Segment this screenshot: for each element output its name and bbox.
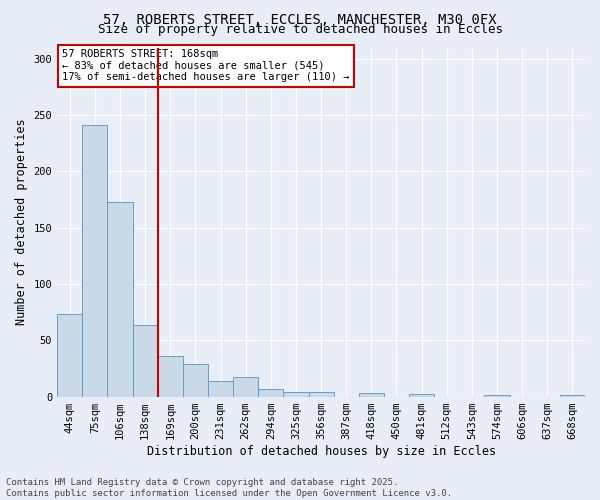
Bar: [107, 202, 133, 396]
Bar: [258, 388, 283, 396]
Bar: [133, 324, 158, 396]
Text: Size of property relative to detached houses in Eccles: Size of property relative to detached ho…: [97, 22, 503, 36]
Bar: [308, 392, 334, 396]
Bar: [57, 314, 82, 396]
Text: 57, ROBERTS STREET, ECCLES, MANCHESTER, M30 0FX: 57, ROBERTS STREET, ECCLES, MANCHESTER, …: [103, 12, 497, 26]
Bar: [409, 394, 434, 396]
Text: Contains HM Land Registry data © Crown copyright and database right 2025.
Contai: Contains HM Land Registry data © Crown c…: [6, 478, 452, 498]
Bar: [283, 392, 308, 396]
Bar: [208, 381, 233, 396]
Bar: [359, 393, 384, 396]
Bar: [233, 378, 258, 396]
Y-axis label: Number of detached properties: Number of detached properties: [15, 118, 28, 326]
Bar: [183, 364, 208, 396]
Bar: [82, 125, 107, 396]
X-axis label: Distribution of detached houses by size in Eccles: Distribution of detached houses by size …: [146, 444, 496, 458]
Bar: [158, 356, 183, 397]
Text: 57 ROBERTS STREET: 168sqm
← 83% of detached houses are smaller (545)
17% of semi: 57 ROBERTS STREET: 168sqm ← 83% of detac…: [62, 49, 350, 82]
